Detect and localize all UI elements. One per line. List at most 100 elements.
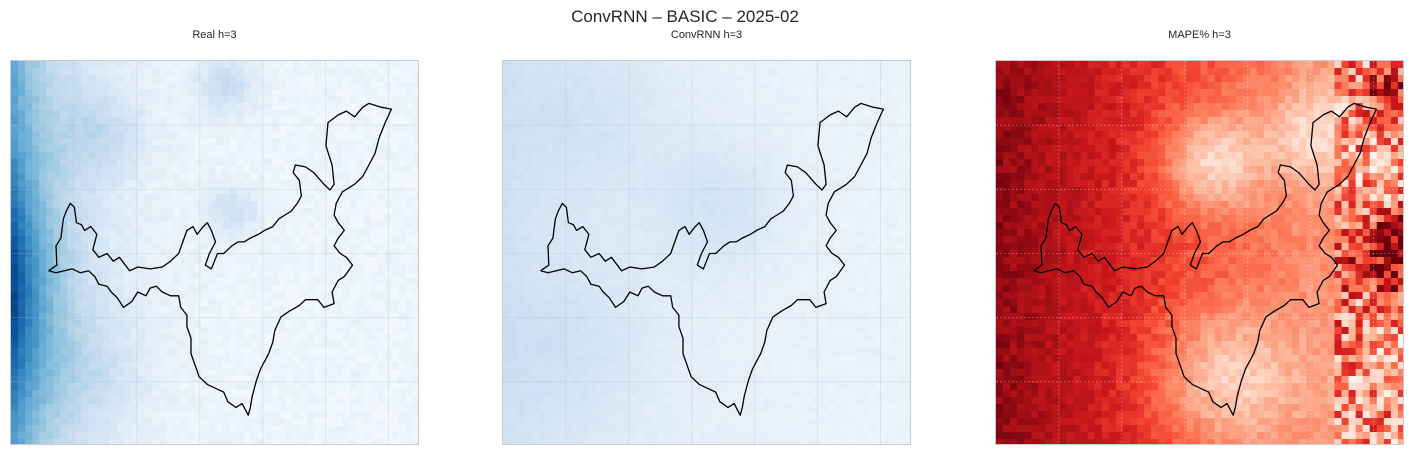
- heatmap-cell: [123, 243, 132, 251]
- heatmap-cell: [622, 229, 631, 237]
- heatmap-cell: [658, 383, 666, 391]
- heatmap-cell: [700, 292, 709, 300]
- heatmap-cell: [672, 96, 680, 104]
- heatmap-cell: [651, 145, 659, 153]
- heatmap-cell: [74, 404, 83, 412]
- heatmap-cell: [503, 208, 511, 216]
- heatmap-cell: [11, 376, 19, 384]
- heatmap-cell: [257, 180, 266, 188]
- heatmap-cell: [328, 117, 336, 125]
- heatmap-cell: [208, 257, 217, 265]
- heatmap-cell: [88, 201, 97, 209]
- heatmap-cell: [629, 376, 638, 384]
- heatmap-cell: [95, 229, 104, 237]
- heatmap-cell: [159, 180, 167, 188]
- heatmap-cell: [629, 110, 638, 118]
- heatmap-cell: [573, 159, 582, 167]
- heatmap-cell: [672, 313, 680, 321]
- heatmap-cell: [46, 348, 54, 356]
- heatmap-cell: [180, 418, 188, 426]
- heatmap-cell: [243, 166, 252, 174]
- heatmap-cell: [321, 194, 329, 202]
- heatmap-cell: [601, 96, 610, 104]
- heatmap-cell: [187, 145, 195, 153]
- heatmap-cell: [173, 264, 181, 272]
- heatmap-cell: [271, 173, 280, 181]
- heatmap-cell: [11, 313, 19, 321]
- heatmap-cell: [608, 201, 617, 209]
- heatmap-cell: [672, 285, 680, 293]
- heatmap-cell: [159, 348, 167, 356]
- heatmap-cell: [180, 117, 188, 125]
- heatmap-cell: [384, 278, 393, 286]
- heatmap-cell: [552, 439, 561, 444]
- heatmap-cell: [159, 138, 167, 146]
- heatmap-cell: [264, 82, 273, 90]
- heatmap-cell: [109, 320, 118, 328]
- heatmap-cell: [559, 166, 568, 174]
- heatmap-cell: [236, 243, 245, 251]
- heatmap-cell: [102, 222, 111, 230]
- heatmap-cell: [32, 432, 40, 440]
- heatmap-cell: [109, 159, 118, 167]
- heatmap-cell: [559, 341, 568, 349]
- heatmap-cell: [137, 187, 146, 195]
- heatmap-cell: [46, 362, 54, 370]
- heatmap-cell: [109, 271, 118, 279]
- heatmap-cell: [116, 110, 125, 118]
- heatmap-cell: [658, 131, 666, 139]
- heatmap-cell: [363, 236, 372, 244]
- heatmap-cell: [644, 173, 652, 181]
- heatmap-cell: [173, 124, 181, 132]
- heatmap-cell: [328, 250, 336, 258]
- heatmap-cell: [271, 124, 280, 132]
- heatmap-cell: [384, 152, 393, 160]
- heatmap-cell: [67, 173, 76, 181]
- heatmap-cell: [349, 285, 358, 293]
- heatmap-cell: [286, 131, 294, 139]
- heatmap-cell: [278, 152, 287, 160]
- heatmap-cell: [412, 250, 418, 258]
- heatmap-cell: [222, 131, 231, 139]
- heatmap-cell: [615, 306, 624, 314]
- heatmap-cell: [608, 159, 617, 167]
- heatmap-cell: [587, 362, 596, 370]
- heatmap-cell: [672, 187, 680, 195]
- heatmap-cell: [102, 320, 111, 328]
- heatmap-cell: [658, 166, 666, 174]
- heatmap-cell: [636, 159, 645, 167]
- heatmap-cell: [405, 124, 414, 132]
- heatmap-cell: [67, 68, 76, 76]
- heatmap-cell: [377, 432, 386, 440]
- heatmap-cell: [580, 376, 589, 384]
- heatmap-cell: [384, 222, 393, 230]
- heatmap-cell: [39, 250, 47, 258]
- heatmap-cell: [159, 117, 167, 125]
- heatmap-cell: [11, 404, 19, 412]
- heatmap-cell: [587, 117, 596, 125]
- heatmap-cell: [194, 159, 202, 167]
- heatmap-cell: [180, 271, 188, 279]
- heatmap-cell: [130, 327, 139, 335]
- heatmap-cell: [201, 243, 210, 251]
- heatmap-cell: [95, 306, 104, 314]
- heatmap-cell: [594, 299, 603, 307]
- heatmap-cell: [686, 383, 694, 391]
- heatmap-cell: [580, 61, 589, 69]
- heatmap-cell: [314, 432, 322, 440]
- heatmap-cell: [356, 320, 365, 328]
- heatmap-cell: [335, 187, 344, 195]
- heatmap-cell: [11, 173, 19, 181]
- heatmap-cell: [510, 383, 518, 391]
- heatmap-cell: [517, 327, 525, 335]
- heatmap-cell: [137, 68, 146, 76]
- heatmap-cell: [137, 334, 146, 342]
- heatmap-cell: [356, 187, 365, 195]
- heatmap-cell: [398, 75, 407, 83]
- heatmap-cell: [88, 110, 97, 118]
- heatmap-cell: [271, 404, 280, 412]
- heatmap-cell: [25, 215, 33, 223]
- heatmap-cell: [566, 334, 575, 342]
- heatmap-cell: [538, 313, 546, 321]
- heatmap-cell: [60, 152, 69, 160]
